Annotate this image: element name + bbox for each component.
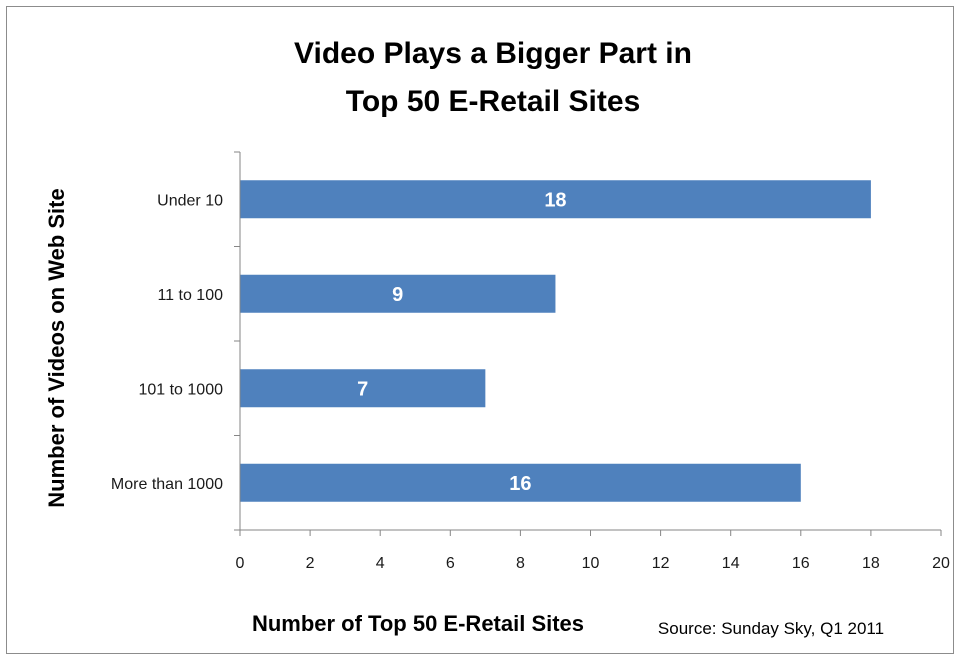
- x-tick-label-0: 0: [236, 555, 245, 572]
- chart-title-line-1: Video Plays a Bigger Part in: [294, 37, 692, 70]
- x-tick-label-2: 4: [376, 555, 385, 572]
- x-tick-label-7: 14: [722, 555, 740, 572]
- x-tick-label-6: 12: [652, 555, 670, 572]
- category-label-0: Under 10: [157, 192, 223, 209]
- x-tick-label-10: 20: [932, 555, 950, 572]
- x-tick-label-9: 18: [862, 555, 880, 572]
- bars-group: 18 9 7 16: [240, 180, 871, 502]
- x-tick-label-1: 2: [306, 555, 315, 572]
- chart-frame: [6, 6, 954, 654]
- x-tick-label-3: 6: [446, 555, 455, 572]
- bar-value-label-2: 7: [357, 378, 368, 400]
- x-tick-label-5: 10: [582, 555, 600, 572]
- axes-group: Under 10 11 to 100 101 to 1000 More than 10…: [111, 151, 950, 572]
- bar-value-label-3: 16: [509, 473, 531, 495]
- bar-value-label-0: 18: [544, 189, 566, 211]
- bar-value-label-1: 9: [392, 284, 403, 306]
- category-label-3: More than 1000: [111, 476, 223, 493]
- x-tick-label-8: 16: [792, 555, 810, 572]
- y-axis-title: Number of Videos on Web Site: [44, 188, 69, 507]
- x-tick-label-4: 8: [516, 555, 525, 572]
- source-note: Source: Sunday Sky, Q1 2011: [658, 619, 884, 638]
- bar-1: [240, 274, 556, 313]
- chart-title-line-2: Top 50 E-Retail Sites: [346, 85, 641, 118]
- bar-0: [240, 180, 871, 219]
- category-label-2: 101 to 1000: [138, 381, 223, 398]
- bar-2: [240, 369, 486, 408]
- category-label-1: 11 to 100: [157, 287, 223, 304]
- x-axis-title: Number of Top 50 E-Retail Sites: [252, 611, 584, 636]
- bar-3: [240, 463, 801, 502]
